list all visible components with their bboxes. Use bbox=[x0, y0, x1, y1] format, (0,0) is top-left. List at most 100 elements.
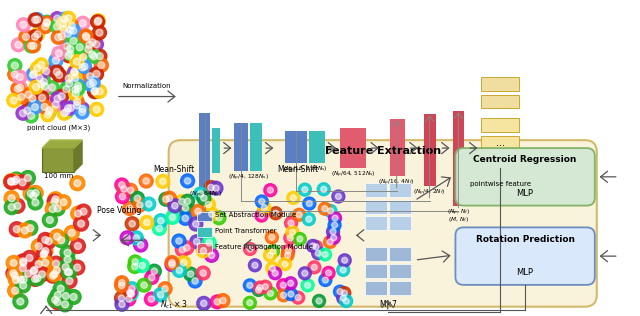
Circle shape bbox=[25, 91, 32, 98]
Circle shape bbox=[65, 15, 72, 22]
Circle shape bbox=[137, 278, 151, 292]
Circle shape bbox=[291, 195, 296, 201]
Circle shape bbox=[41, 250, 47, 257]
Circle shape bbox=[180, 241, 194, 255]
Circle shape bbox=[24, 39, 38, 53]
Circle shape bbox=[62, 292, 69, 299]
Circle shape bbox=[127, 205, 133, 212]
Circle shape bbox=[131, 191, 145, 205]
Text: Normalization: Normalization bbox=[122, 82, 171, 88]
Circle shape bbox=[60, 20, 67, 27]
Circle shape bbox=[117, 182, 131, 196]
Circle shape bbox=[131, 263, 138, 270]
Circle shape bbox=[282, 245, 294, 258]
FancyBboxPatch shape bbox=[456, 148, 595, 206]
Circle shape bbox=[71, 79, 85, 93]
Circle shape bbox=[63, 23, 77, 37]
Circle shape bbox=[31, 267, 38, 274]
Circle shape bbox=[45, 238, 52, 245]
Text: $(N_p/16,\,256N_s)$: $(N_p/16,\,256N_s)$ bbox=[283, 165, 327, 175]
Circle shape bbox=[81, 63, 88, 70]
Circle shape bbox=[297, 236, 303, 242]
FancyBboxPatch shape bbox=[196, 243, 212, 253]
Circle shape bbox=[74, 102, 81, 109]
Circle shape bbox=[340, 295, 346, 301]
Circle shape bbox=[52, 296, 59, 303]
Circle shape bbox=[124, 183, 138, 197]
Circle shape bbox=[285, 217, 298, 229]
Text: Rotation Prediction: Rotation Prediction bbox=[476, 235, 575, 244]
Circle shape bbox=[53, 267, 60, 274]
Circle shape bbox=[55, 34, 62, 41]
Circle shape bbox=[45, 81, 59, 94]
Circle shape bbox=[36, 247, 51, 262]
Circle shape bbox=[13, 294, 28, 309]
Circle shape bbox=[58, 12, 72, 26]
Circle shape bbox=[287, 191, 300, 204]
Circle shape bbox=[51, 92, 65, 106]
Circle shape bbox=[51, 288, 65, 303]
Circle shape bbox=[54, 15, 61, 22]
Circle shape bbox=[143, 178, 149, 184]
Circle shape bbox=[61, 101, 75, 115]
Circle shape bbox=[81, 42, 95, 56]
Circle shape bbox=[12, 38, 26, 52]
Circle shape bbox=[337, 264, 349, 276]
Circle shape bbox=[89, 39, 96, 46]
FancyBboxPatch shape bbox=[196, 228, 212, 237]
Circle shape bbox=[202, 198, 215, 211]
Text: 100 mm: 100 mm bbox=[44, 173, 73, 179]
Circle shape bbox=[196, 296, 211, 310]
Circle shape bbox=[64, 226, 79, 240]
Circle shape bbox=[36, 75, 51, 89]
Circle shape bbox=[247, 283, 253, 288]
Circle shape bbox=[13, 81, 28, 94]
Circle shape bbox=[261, 205, 268, 210]
Circle shape bbox=[38, 100, 52, 114]
Circle shape bbox=[51, 30, 65, 44]
Circle shape bbox=[60, 39, 74, 53]
FancyBboxPatch shape bbox=[481, 154, 519, 168]
Circle shape bbox=[8, 283, 22, 298]
Circle shape bbox=[8, 67, 22, 81]
Circle shape bbox=[62, 264, 69, 270]
Circle shape bbox=[14, 90, 28, 104]
Circle shape bbox=[317, 183, 330, 196]
Circle shape bbox=[324, 204, 337, 217]
Circle shape bbox=[200, 300, 207, 307]
Circle shape bbox=[64, 101, 78, 115]
Circle shape bbox=[122, 292, 136, 306]
Circle shape bbox=[264, 184, 277, 197]
Circle shape bbox=[175, 195, 189, 209]
Circle shape bbox=[35, 261, 42, 268]
Circle shape bbox=[83, 77, 97, 91]
Circle shape bbox=[48, 293, 63, 307]
Circle shape bbox=[119, 193, 125, 200]
Circle shape bbox=[247, 300, 253, 306]
Circle shape bbox=[93, 70, 100, 77]
Circle shape bbox=[12, 62, 19, 69]
FancyBboxPatch shape bbox=[365, 200, 387, 214]
Circle shape bbox=[192, 278, 198, 284]
Circle shape bbox=[332, 222, 337, 228]
FancyBboxPatch shape bbox=[388, 200, 411, 214]
Circle shape bbox=[93, 106, 100, 113]
Circle shape bbox=[301, 279, 314, 292]
Circle shape bbox=[269, 207, 282, 220]
Circle shape bbox=[170, 214, 175, 221]
Circle shape bbox=[25, 270, 32, 277]
Circle shape bbox=[28, 112, 35, 119]
Circle shape bbox=[68, 71, 82, 85]
Circle shape bbox=[273, 210, 278, 216]
FancyBboxPatch shape bbox=[198, 113, 211, 188]
Circle shape bbox=[76, 204, 91, 219]
Circle shape bbox=[180, 259, 187, 266]
Circle shape bbox=[50, 201, 65, 216]
FancyBboxPatch shape bbox=[388, 216, 411, 230]
Circle shape bbox=[58, 237, 65, 244]
Circle shape bbox=[312, 247, 324, 260]
Circle shape bbox=[22, 88, 35, 102]
Circle shape bbox=[319, 274, 332, 287]
Circle shape bbox=[87, 81, 93, 88]
Circle shape bbox=[29, 95, 36, 102]
